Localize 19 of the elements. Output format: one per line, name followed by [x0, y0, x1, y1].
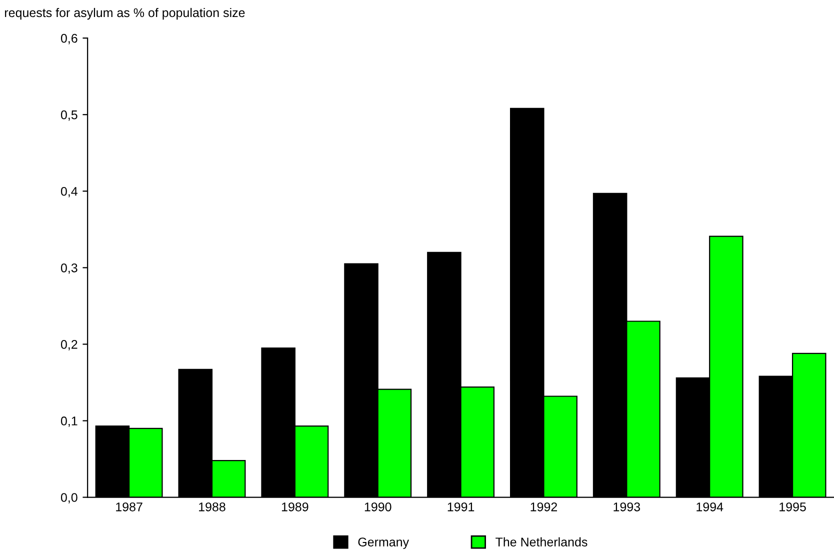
y-tick-label: 0,0: [60, 493, 78, 504]
legend-label: The Netherlands: [496, 537, 588, 546]
x-tick-label: 1989: [282, 502, 308, 512]
x-tick-label: 1993: [614, 502, 640, 512]
x-tick-label: 1995: [780, 502, 806, 512]
y-tick-label: 0,5: [60, 110, 78, 121]
x-tick-label: 1988: [199, 502, 226, 512]
y-tick-label: 0,2: [60, 340, 78, 350]
y-tick-label: 0,6: [60, 34, 78, 44]
x-tick-label: 1990: [364, 502, 392, 512]
x-tick-label: 1994: [696, 502, 724, 512]
legend-label: Germany: [358, 538, 410, 549]
y-tick-label: 0,4: [60, 186, 78, 198]
x-tick-label: 1987: [116, 502, 142, 512]
x-tick-label: 1991: [448, 502, 474, 512]
y-tick-label: 0,1: [60, 416, 78, 427]
y-tick-label: 0,3: [60, 263, 78, 274]
y-axis-title: requests for asylum as % of population size: [5, 8, 245, 20]
x-tick-label: 1992: [530, 502, 557, 512]
